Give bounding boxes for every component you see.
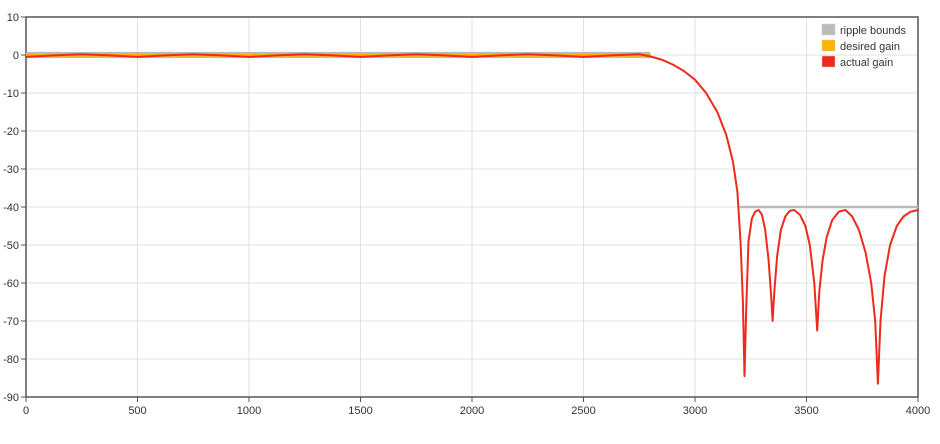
x-tick-label: 1500 (348, 405, 372, 417)
legend-label-ripple-bounds: ripple bounds (840, 25, 907, 37)
x-tick-label: 3000 (683, 405, 707, 417)
legend: ripple bounds desired gain actual gain (821, 23, 907, 69)
y-tick-label: -60 (3, 278, 19, 290)
y-tick-label: -30 (3, 164, 19, 176)
y-axis-ticks: 10 0 -10 -20 -30 -40 -50 -60 -70 -80 -90 (3, 12, 26, 404)
legend-label-actual-gain: actual gain (840, 57, 893, 69)
legend-label-desired-gain: desired gain (840, 41, 900, 53)
x-tick-label: 2500 (571, 405, 595, 417)
x-tick-label: 4000 (906, 405, 930, 417)
legend-swatch-ripple-bounds (821, 23, 836, 36)
y-tick-label: -50 (3, 240, 19, 252)
x-tick-label: 3500 (794, 405, 818, 417)
x-axis-ticks: 0 500 1000 1500 2000 2500 3000 3500 4000 (23, 397, 930, 417)
x-tick-label: 500 (128, 405, 146, 417)
x-tick-label: 1000 (237, 405, 261, 417)
series-layer (25, 51, 919, 385)
y-tick-label: -40 (3, 202, 19, 214)
y-tick-label: -80 (3, 354, 19, 366)
y-tick-label: -10 (3, 88, 19, 100)
y-tick-label: -70 (3, 316, 19, 328)
legend-swatch-desired-gain (821, 39, 836, 52)
x-tick-label: 2000 (460, 405, 484, 417)
y-tick-label: -90 (3, 392, 19, 404)
y-tick-label: 10 (7, 12, 19, 24)
legend-swatch-actual-gain (821, 55, 836, 68)
y-tick-label: 0 (13, 50, 19, 62)
y-tick-label: -20 (3, 126, 19, 138)
actual-gain-series (25, 53, 919, 385)
x-tick-label: 0 (23, 405, 29, 417)
actual-gain-line (25, 53, 919, 385)
